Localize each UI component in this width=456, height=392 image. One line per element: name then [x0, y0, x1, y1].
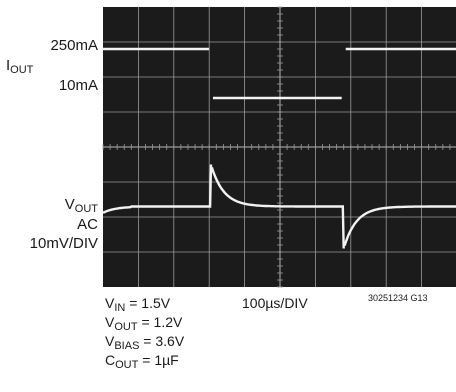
- vin-value: = 1.5V: [125, 295, 171, 311]
- vout-trace-segment: [210, 167, 345, 249]
- vout-trace-segment: [102, 164, 213, 214]
- vout-cond-value: = 1.2V: [137, 314, 183, 330]
- scope-traces: [102, 47, 456, 249]
- vin-sub: IN: [114, 302, 126, 314]
- vbias-sub: BIAS: [114, 340, 140, 352]
- time-scale-label: 100µs/DIV: [242, 295, 308, 311]
- vout-scale-label: 10mV/DIV: [29, 235, 98, 252]
- scope-grid: [102, 6, 456, 288]
- vbias-value: = 3.6V: [139, 333, 185, 349]
- vout-axis-label: VOUT: [20, 196, 98, 215]
- cout-sub: OUT: [115, 359, 139, 371]
- vout-ac-label: AC: [77, 216, 98, 233]
- vout-trace-segment: [343, 205, 456, 246]
- iout-axis-label: IOUT: [6, 57, 34, 76]
- condition-cout: COUT = 1µF: [105, 352, 179, 371]
- condition-vout: VOUT = 1.2V: [105, 314, 183, 333]
- condition-vbias: VBIAS = 3.6V: [105, 333, 185, 352]
- cout-value: = 1µF: [138, 352, 179, 368]
- vout-cond-sub: OUT: [114, 321, 138, 333]
- vin-main: V: [105, 295, 115, 311]
- condition-vin: VIN = 1.5V: [105, 295, 171, 314]
- iout-low-label: 10mA: [58, 77, 98, 94]
- vbias-main: V: [105, 333, 115, 349]
- iout-high-label: 250mA: [50, 37, 98, 54]
- iout-label-sub: OUT: [10, 64, 34, 76]
- figure-id: 30251234 G13: [368, 293, 428, 303]
- vout-label-sub: OUT: [74, 203, 98, 215]
- cout-main: C: [105, 352, 116, 368]
- iout-label-main: I: [6, 57, 11, 74]
- vout-label-main: V: [64, 196, 75, 213]
- vout-cond-main: V: [105, 314, 115, 330]
